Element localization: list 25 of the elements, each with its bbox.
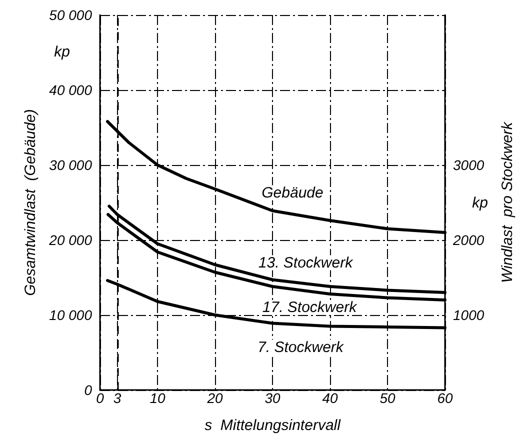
y2-tick-label: 3000	[453, 157, 484, 173]
x-tick-label: 10	[150, 390, 166, 406]
y-tick-label: 20 000	[48, 232, 92, 248]
x-tick-label: 50	[380, 390, 396, 406]
y-axis-title: Gesamtwindlast (Gebäude)	[22, 109, 39, 296]
text: kp	[54, 44, 70, 60]
y-tick-label: 50 000	[49, 7, 92, 23]
y2-tick-label: 1000	[453, 307, 484, 323]
x-tick-label: 20	[206, 390, 223, 406]
y2-tick-label: 2000	[452, 232, 484, 248]
y-tick-label: 40 000	[49, 82, 92, 98]
y-tick-label: 10 000	[49, 307, 92, 323]
series-label: 13. Stockwerk	[258, 254, 354, 272]
x-tick-label: 0	[96, 390, 104, 406]
text: kp	[472, 194, 488, 212]
x-tick-label: 60	[437, 390, 453, 406]
series-label: Gebäude	[262, 184, 324, 202]
series-label: 7. Stockwerk	[258, 338, 345, 356]
y2-axis-title: Windlast pro Stockwerk	[499, 120, 516, 283]
x-tick-label: 3	[113, 390, 122, 406]
x-axis-title: s Mittelungsintervall	[204, 417, 342, 434]
series-label: 17. Stockwerk	[262, 299, 358, 316]
y-tick-label: 30 000	[49, 157, 92, 173]
x-tick-label: 30	[264, 390, 280, 406]
x-tick-label: 40	[322, 390, 338, 406]
